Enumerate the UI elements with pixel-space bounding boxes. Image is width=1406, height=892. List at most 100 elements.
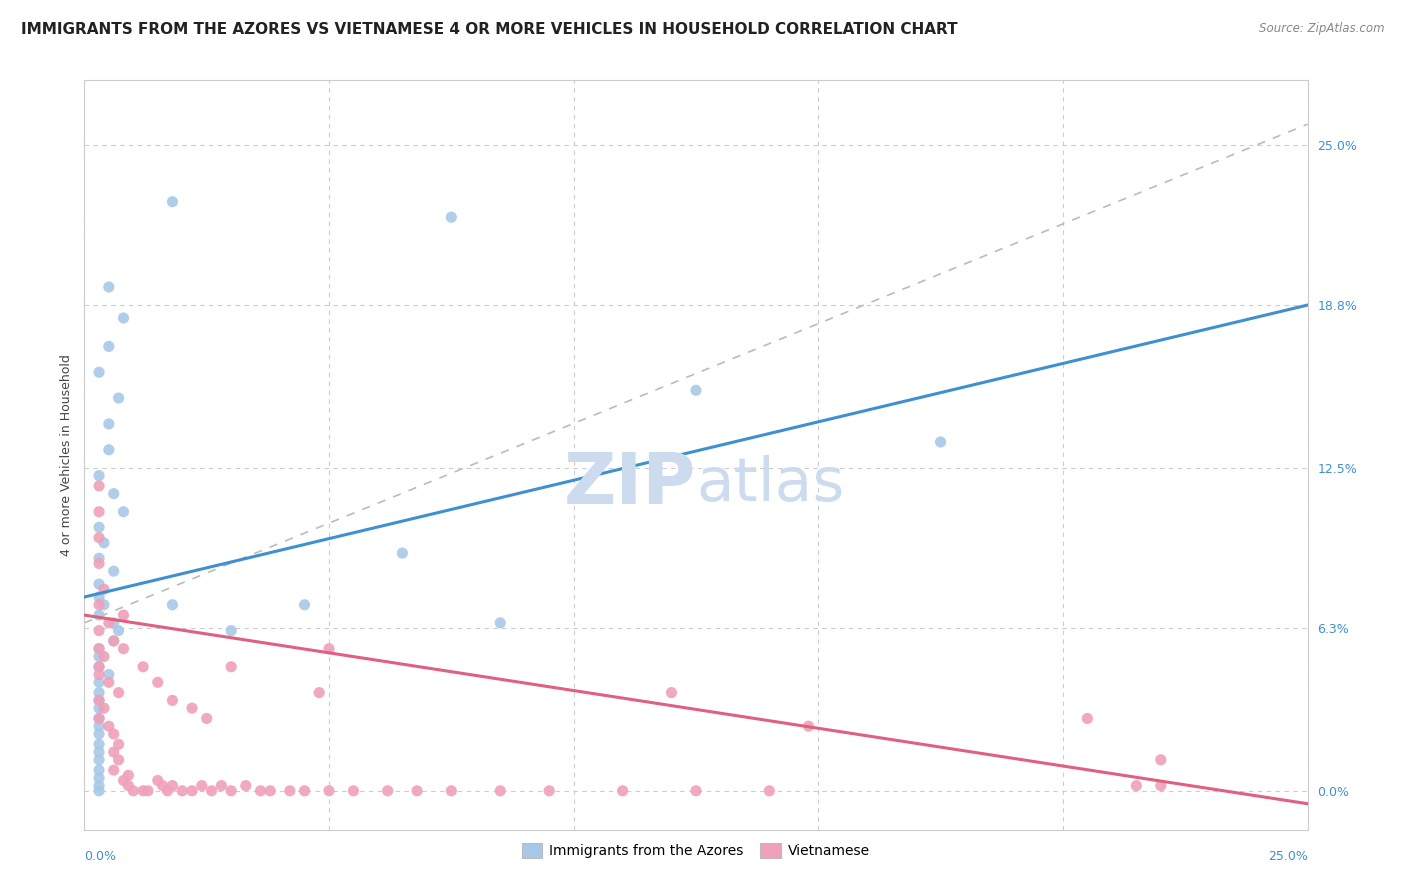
Point bbox=[87, 649, 110, 664]
Point bbox=[1150, 753, 1173, 767]
Point bbox=[318, 641, 340, 656]
Point bbox=[103, 634, 125, 648]
Point bbox=[87, 577, 110, 591]
Point bbox=[308, 685, 330, 699]
Point bbox=[107, 753, 129, 767]
Point bbox=[93, 582, 115, 597]
Point bbox=[162, 194, 184, 209]
Point bbox=[1150, 779, 1173, 793]
Point bbox=[112, 505, 135, 519]
Point bbox=[103, 634, 125, 648]
Point bbox=[93, 649, 115, 664]
Point bbox=[87, 557, 110, 571]
Point bbox=[97, 442, 120, 457]
Point bbox=[342, 784, 364, 798]
Legend: Immigrants from the Azores, Vietnamese: Immigrants from the Azores, Vietnamese bbox=[516, 838, 876, 863]
Point bbox=[87, 624, 110, 638]
Point bbox=[538, 784, 561, 798]
Point bbox=[929, 435, 952, 450]
Point bbox=[219, 624, 242, 638]
Point bbox=[87, 660, 110, 674]
Point bbox=[112, 773, 135, 788]
Point bbox=[117, 779, 139, 793]
Text: 25.0%: 25.0% bbox=[1268, 850, 1308, 863]
Point bbox=[87, 468, 110, 483]
Point bbox=[87, 598, 110, 612]
Point bbox=[93, 701, 115, 715]
Point bbox=[87, 727, 110, 741]
Point bbox=[195, 711, 218, 725]
Point bbox=[87, 365, 110, 379]
Point bbox=[93, 535, 115, 549]
Point bbox=[162, 693, 184, 707]
Point bbox=[152, 779, 174, 793]
Point bbox=[191, 779, 214, 793]
Point bbox=[103, 763, 125, 777]
Point bbox=[87, 745, 110, 759]
Point bbox=[156, 784, 179, 798]
Point bbox=[97, 719, 120, 733]
Point bbox=[107, 737, 129, 751]
Point bbox=[87, 784, 110, 798]
Point bbox=[107, 685, 129, 699]
Point bbox=[87, 763, 110, 777]
Point bbox=[87, 753, 110, 767]
Y-axis label: 4 or more Vehicles in Household: 4 or more Vehicles in Household bbox=[60, 354, 73, 556]
Point bbox=[132, 784, 155, 798]
Point bbox=[136, 784, 159, 798]
Point bbox=[162, 779, 184, 793]
Point bbox=[87, 711, 110, 725]
Point bbox=[87, 711, 110, 725]
Point bbox=[103, 745, 125, 759]
Point bbox=[97, 339, 120, 353]
Point bbox=[259, 784, 281, 798]
Text: Source: ZipAtlas.com: Source: ZipAtlas.com bbox=[1260, 22, 1385, 36]
Point bbox=[87, 779, 110, 793]
Point bbox=[112, 608, 135, 623]
Point bbox=[87, 675, 110, 690]
Point bbox=[294, 784, 316, 798]
Point bbox=[112, 310, 135, 325]
Point bbox=[97, 615, 120, 630]
Point bbox=[107, 391, 129, 405]
Point bbox=[758, 784, 780, 798]
Point bbox=[1076, 711, 1098, 725]
Point bbox=[87, 737, 110, 751]
Point bbox=[97, 417, 120, 431]
Point bbox=[103, 727, 125, 741]
Point bbox=[87, 660, 110, 674]
Point bbox=[219, 660, 242, 674]
Point bbox=[87, 641, 110, 656]
Text: ZIP: ZIP bbox=[564, 450, 696, 519]
Point bbox=[181, 701, 204, 715]
Point bbox=[294, 598, 316, 612]
Point bbox=[235, 779, 257, 793]
Point bbox=[146, 675, 169, 690]
Point bbox=[440, 784, 463, 798]
Point bbox=[87, 641, 110, 656]
Point bbox=[685, 784, 707, 798]
Point bbox=[87, 685, 110, 699]
Point bbox=[122, 784, 145, 798]
Point bbox=[103, 564, 125, 578]
Point bbox=[97, 667, 120, 681]
Point bbox=[162, 598, 184, 612]
Point bbox=[87, 701, 110, 715]
Point bbox=[87, 667, 110, 681]
Point bbox=[107, 624, 129, 638]
Text: 0.0%: 0.0% bbox=[84, 850, 117, 863]
Point bbox=[87, 531, 110, 545]
Point bbox=[112, 641, 135, 656]
Point bbox=[103, 486, 125, 500]
Point bbox=[391, 546, 413, 560]
Point bbox=[406, 784, 429, 798]
Point bbox=[87, 520, 110, 534]
Point bbox=[209, 779, 232, 793]
Point bbox=[97, 280, 120, 294]
Point bbox=[249, 784, 271, 798]
Point bbox=[489, 784, 512, 798]
Point bbox=[87, 693, 110, 707]
Point bbox=[146, 773, 169, 788]
Point bbox=[612, 784, 634, 798]
Point bbox=[87, 479, 110, 493]
